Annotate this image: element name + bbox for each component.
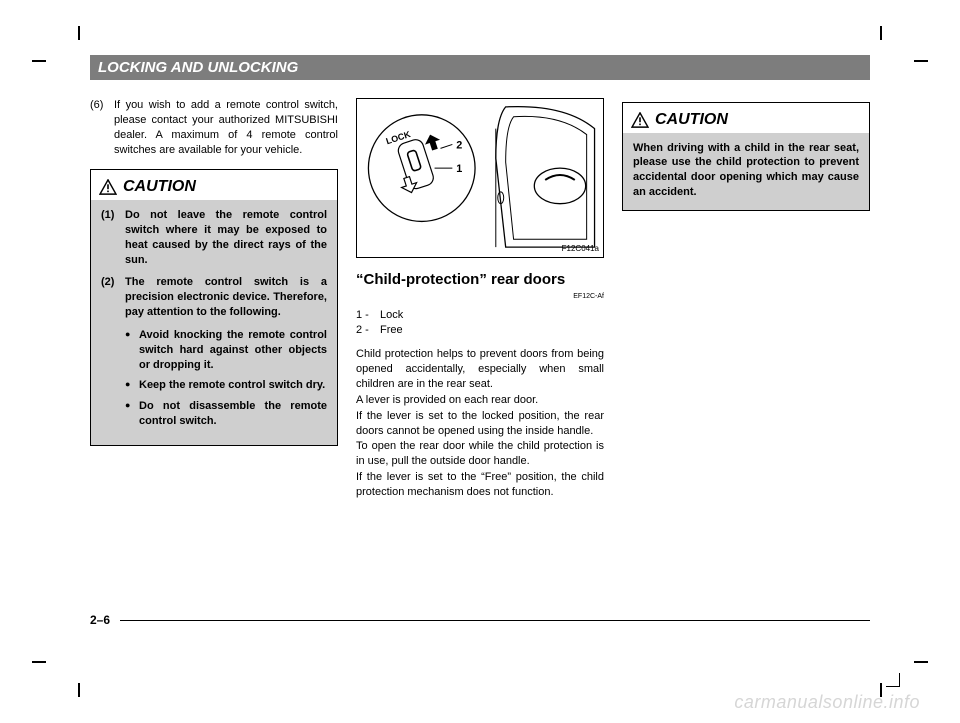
bullet-item: Do not disassemble the remote control sw…	[125, 399, 327, 429]
caution-item: (1) Do not leave the remote control swit…	[101, 208, 327, 267]
caution-box: CAUTION When driving with a child in the…	[622, 102, 870, 211]
caution-label: CAUTION	[655, 109, 728, 131]
crop-mark	[32, 60, 46, 62]
page-footer: 2–6	[90, 613, 870, 627]
crop-mark	[880, 26, 882, 40]
para-text: If you wish to add a remote control swit…	[114, 98, 338, 157]
section-title: “Child-protection” rear doors	[356, 270, 604, 290]
footer-line	[120, 620, 870, 621]
bullet-item: Keep the remote control switch dry.	[125, 378, 327, 393]
figure-code: F12C041a	[562, 244, 599, 255]
page-content: LOCKING AND UNLOCKING (6) If you wish to…	[90, 55, 870, 655]
section-code: EF12C-Af	[356, 292, 604, 301]
caution-item: (2) The remote control switch is a preci…	[101, 275, 327, 320]
warning-icon	[631, 112, 649, 128]
body-text: Child protection helps to prevent doors …	[356, 347, 604, 499]
figure-num-1: 1	[456, 163, 462, 175]
legend-row: 1 - Lock	[356, 308, 604, 323]
item-text: Do not leave the remote control switch w…	[125, 208, 327, 267]
crop-mark	[914, 661, 928, 663]
figure-num-2: 2	[456, 139, 462, 151]
legend-row: 2 - Free	[356, 323, 604, 338]
column-2: LOCK 2 1 F12C041a “Child-protection” rea…	[356, 98, 604, 501]
figure-svg: LOCK 2 1	[357, 99, 603, 257]
caution-label: CAUTION	[123, 176, 196, 198]
figure-child-lock: LOCK 2 1 F12C041a	[356, 98, 604, 258]
legend-num: 2 -	[356, 323, 380, 338]
crop-mark	[32, 661, 46, 663]
caution-body: When driving with a child in the rear se…	[623, 133, 869, 210]
legend-num: 1 -	[356, 308, 380, 323]
corner-mark	[886, 673, 900, 687]
section-header: LOCKING AND UNLOCKING	[90, 55, 870, 80]
bullet-item: Avoid knocking the remote control switch…	[125, 328, 327, 373]
legend-text: Lock	[380, 308, 403, 323]
warning-icon	[99, 179, 117, 195]
item-number: (2)	[101, 275, 125, 320]
caution-title: CAUTION	[623, 103, 869, 133]
caution-text: When driving with a child in the rear se…	[633, 141, 859, 200]
content-columns: (6) If you wish to add a remote control …	[90, 98, 870, 501]
para-number: (6)	[90, 98, 114, 157]
legend: 1 - Lock 2 - Free	[356, 308, 604, 338]
item-text: The remote control switch is a precision…	[125, 275, 327, 320]
column-1: (6) If you wish to add a remote control …	[90, 98, 338, 501]
caution-body: (1) Do not leave the remote control swit…	[91, 200, 337, 445]
watermark: carmanualsonline.info	[734, 692, 920, 713]
crop-mark	[78, 683, 80, 697]
item-number: (1)	[101, 208, 125, 267]
caution-box: CAUTION (1) Do not leave the remote cont…	[90, 169, 338, 446]
legend-text: Free	[380, 323, 403, 338]
numbered-paragraph: (6) If you wish to add a remote control …	[90, 98, 338, 157]
caution-title: CAUTION	[91, 170, 337, 200]
page-number: 2–6	[90, 613, 120, 627]
caution-bullets: Avoid knocking the remote control switch…	[125, 328, 327, 429]
crop-mark	[78, 26, 80, 40]
crop-mark	[914, 60, 928, 62]
column-3: CAUTION When driving with a child in the…	[622, 98, 870, 501]
